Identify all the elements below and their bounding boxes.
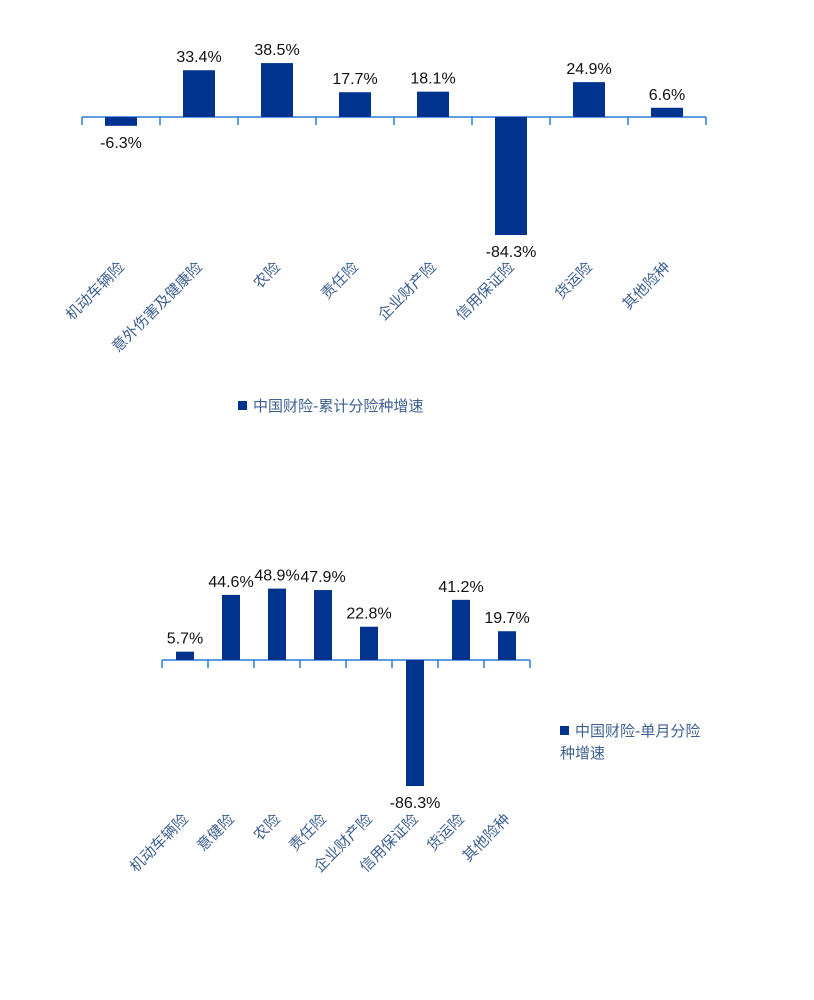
bar — [651, 107, 683, 117]
bar — [176, 651, 194, 660]
bar — [222, 594, 240, 660]
legend-swatch — [238, 401, 247, 410]
category-label: 意健险 — [193, 810, 238, 855]
bar — [417, 91, 449, 117]
data-label: 18.1% — [410, 71, 455, 88]
data-label: 19.7% — [484, 610, 529, 627]
bar — [573, 82, 605, 117]
bar — [495, 117, 527, 236]
legend-label-line2: 种增速 — [560, 744, 606, 762]
data-label: 44.6% — [208, 574, 253, 591]
data-label: 5.7% — [167, 631, 203, 648]
data-label: 24.9% — [566, 61, 611, 78]
data-label: 22.8% — [346, 606, 391, 623]
legend-label: 中国财险-累计分险种增速 — [253, 397, 424, 415]
legend-swatch — [560, 726, 569, 735]
category-label: 货运险 — [551, 258, 596, 303]
category-label: 农险 — [250, 810, 284, 844]
bar — [261, 63, 293, 117]
bar — [314, 590, 332, 660]
legend-chart1: 中国财险-累计分险种增速 — [238, 395, 423, 416]
category-label: 责任险 — [285, 810, 330, 855]
data-label: 41.2% — [438, 579, 483, 596]
bar — [339, 92, 371, 117]
category-label: 机动车辆险 — [62, 258, 128, 324]
bar — [268, 588, 286, 660]
category-label: 信用保证险 — [452, 258, 518, 324]
data-label: 6.6% — [649, 87, 685, 104]
bar — [452, 599, 470, 660]
data-label: 38.5% — [254, 42, 299, 59]
category-label: 责任险 — [317, 258, 362, 303]
bar — [105, 117, 137, 126]
bar — [498, 631, 516, 660]
data-label: -86.3% — [390, 795, 441, 812]
category-label: 企业财产险 — [374, 258, 440, 324]
data-label: -6.3% — [100, 135, 142, 152]
bar — [360, 626, 378, 660]
bar — [406, 660, 424, 786]
category-label: 货运险 — [423, 810, 468, 855]
category-label: 其他险种 — [459, 810, 514, 865]
data-label: 48.9% — [254, 568, 299, 585]
data-label: 17.7% — [332, 71, 377, 88]
bar — [183, 70, 215, 117]
legend-label-line1: 中国财险-单月分险 — [575, 722, 701, 740]
data-label: 47.9% — [300, 569, 345, 586]
category-label: 其他险种 — [619, 258, 674, 313]
category-label: 机动车辆险 — [126, 810, 192, 876]
data-label: -84.3% — [486, 244, 537, 261]
legend-chart2: 中国财险-单月分险 种增速 — [560, 720, 700, 764]
data-label: 33.4% — [176, 49, 221, 66]
category-label: 农险 — [250, 258, 284, 292]
